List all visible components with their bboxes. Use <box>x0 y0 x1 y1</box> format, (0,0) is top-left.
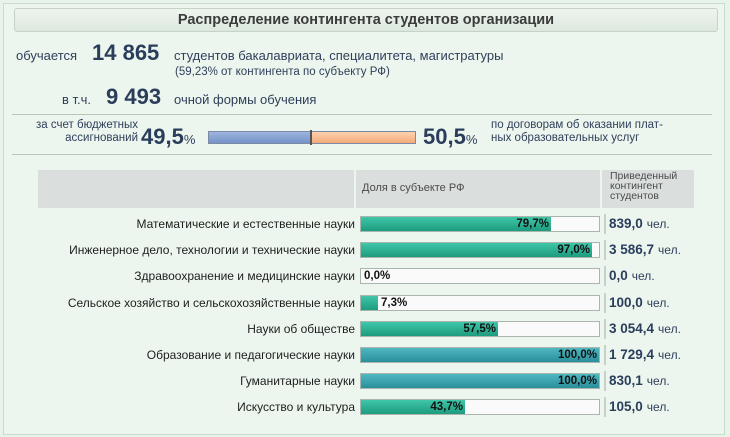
column-separator <box>604 345 606 365</box>
category-label: Инженерное дело, технологии и технически… <box>69 243 355 258</box>
reduced-contingent-number: 100,0 <box>609 294 643 310</box>
total-prefix: обучается <box>16 48 78 63</box>
column-separator <box>604 371 606 392</box>
fulltime-prefix: в т.ч. <box>62 92 92 107</box>
contract-label-2: ных образовательных услуг <box>491 132 640 144</box>
share-bar-track: 100,0% <box>360 373 600 390</box>
share-bar-track: 57,5% <box>360 320 600 337</box>
share-bar <box>361 400 465 415</box>
funding-split-bar <box>208 130 416 145</box>
column-separator <box>604 214 606 234</box>
table-header-reduced-line-3: студентов <box>610 190 659 202</box>
budget-bar <box>209 132 311 143</box>
reduced-contingent-number: 830,1 <box>609 373 643 389</box>
share-bar-track: 7,3% <box>360 294 600 311</box>
fulltime-students-value: 9 493 <box>106 84 162 109</box>
unit-label: чел. <box>646 400 670 415</box>
share-bar <box>361 321 498 336</box>
divider <box>12 114 712 115</box>
column-separator <box>604 292 606 313</box>
share-bar <box>361 217 551 231</box>
reduced-contingent-value: 3 054,4 чел. <box>609 321 681 336</box>
contract-share: 50,5% <box>423 124 477 150</box>
reduced-contingent-value: 1 729,4 чел. <box>609 347 681 362</box>
column-separator <box>604 240 606 261</box>
column-separator <box>604 266 606 287</box>
reduced-contingent-value: 839,0 чел. <box>609 216 670 231</box>
contract-value: 50,5 <box>423 124 466 149</box>
unit-label: чел. <box>658 321 681 336</box>
share-bar-track: 43,7% <box>360 399 600 416</box>
share-value-label: 100,0% <box>557 349 597 361</box>
reduced-contingent-value: 100,0 чел. <box>609 295 670 310</box>
contract-bar <box>311 132 415 143</box>
reduced-contingent-value: 3 586,7 чел. <box>609 242 681 257</box>
share-value-label: 43,7% <box>430 401 463 414</box>
share-value-label: 79,7% <box>516 218 549 230</box>
unit-label: чел. <box>646 217 670 231</box>
contract-label-1: по договорам об оказании плат- <box>491 119 663 131</box>
table-header-reduced-line-1: Приведенный <box>610 170 678 182</box>
unit-label: чел. <box>658 243 681 258</box>
budget-share: 49,5% <box>141 124 195 150</box>
share-value-label: 0,0% <box>364 270 391 283</box>
reduced-contingent-number: 3 054,4 <box>609 320 655 336</box>
total-students-value: 14 865 <box>92 40 160 65</box>
category-label: Математические и естественные науки <box>136 217 355 231</box>
reduced-contingent-value: 0,0 чел. <box>609 268 655 283</box>
unit-label: чел. <box>646 374 670 389</box>
reduced-contingent-value: 105,0 чел. <box>609 399 670 414</box>
share-value-label: 7,3% <box>381 296 408 309</box>
table-header-reduced-line-2: контингент <box>610 180 663 192</box>
unit-label: чел. <box>658 348 681 362</box>
share-value-label: 57,5% <box>463 322 496 335</box>
category-label: Здравоохранение и медицинские науки <box>134 269 355 284</box>
fulltime-suffix: очной формы обучения <box>174 92 317 107</box>
share-note: (59,23% от контингента по субъекту РФ) <box>175 66 390 78</box>
column-separator <box>604 397 606 418</box>
reduced-contingent-number: 0,0 <box>609 268 628 284</box>
share-bar <box>361 374 599 389</box>
split-marker <box>310 130 312 145</box>
category-label: Науки об обществе <box>247 321 355 336</box>
share-value-label: 100,0% <box>557 375 597 388</box>
share-bar-track: 0,0% <box>360 268 600 285</box>
budget-value: 49,5 <box>141 124 184 149</box>
table-header-category <box>38 170 354 208</box>
table-header-share: Доля в субъекте РФ <box>356 170 600 208</box>
share-bar <box>361 348 599 362</box>
total-suffix: студентов бакалавриата, специалитета, ма… <box>174 48 504 63</box>
unit-label: чел. <box>646 295 670 310</box>
column-separator <box>604 318 606 339</box>
share-bar-track: 100,0% <box>360 347 600 363</box>
unit-label: чел. <box>631 269 655 284</box>
share-bar <box>361 243 592 258</box>
category-label: Образование и педагогические науки <box>146 348 355 362</box>
budget-pct-sign: % <box>183 132 196 147</box>
student-distribution-panel: Распределение контингента студентов орга… <box>3 3 725 435</box>
category-label: Искусство и культура <box>237 400 355 415</box>
budget-label-2: ассигнований <box>65 132 138 144</box>
reduced-contingent-value: 830,1 чел. <box>609 373 670 388</box>
category-label: Гуманитарные науки <box>240 374 355 389</box>
reduced-contingent-number: 1 729,4 <box>609 347 655 362</box>
reduced-contingent-number: 3 586,7 <box>609 242 655 258</box>
contract-pct-sign: % <box>465 132 478 147</box>
reduced-contingent-number: 105,0 <box>609 399 643 415</box>
share-bar-track: 97,0% <box>360 242 600 259</box>
reduced-contingent-number: 839,0 <box>609 216 643 231</box>
category-label: Сельское хозяйство и сельскохозяйственны… <box>67 295 355 310</box>
panel-title: Распределение контингента студентов орга… <box>14 8 718 32</box>
table-header-reduced: Приведенный контингент студентов <box>602 170 694 208</box>
share-bar-track: 79,7% <box>360 216 600 232</box>
share-bar <box>361 295 378 310</box>
share-value-label: 97,0% <box>557 244 590 257</box>
divider <box>12 154 712 155</box>
budget-label-1: за счет бюджетных <box>36 119 138 131</box>
